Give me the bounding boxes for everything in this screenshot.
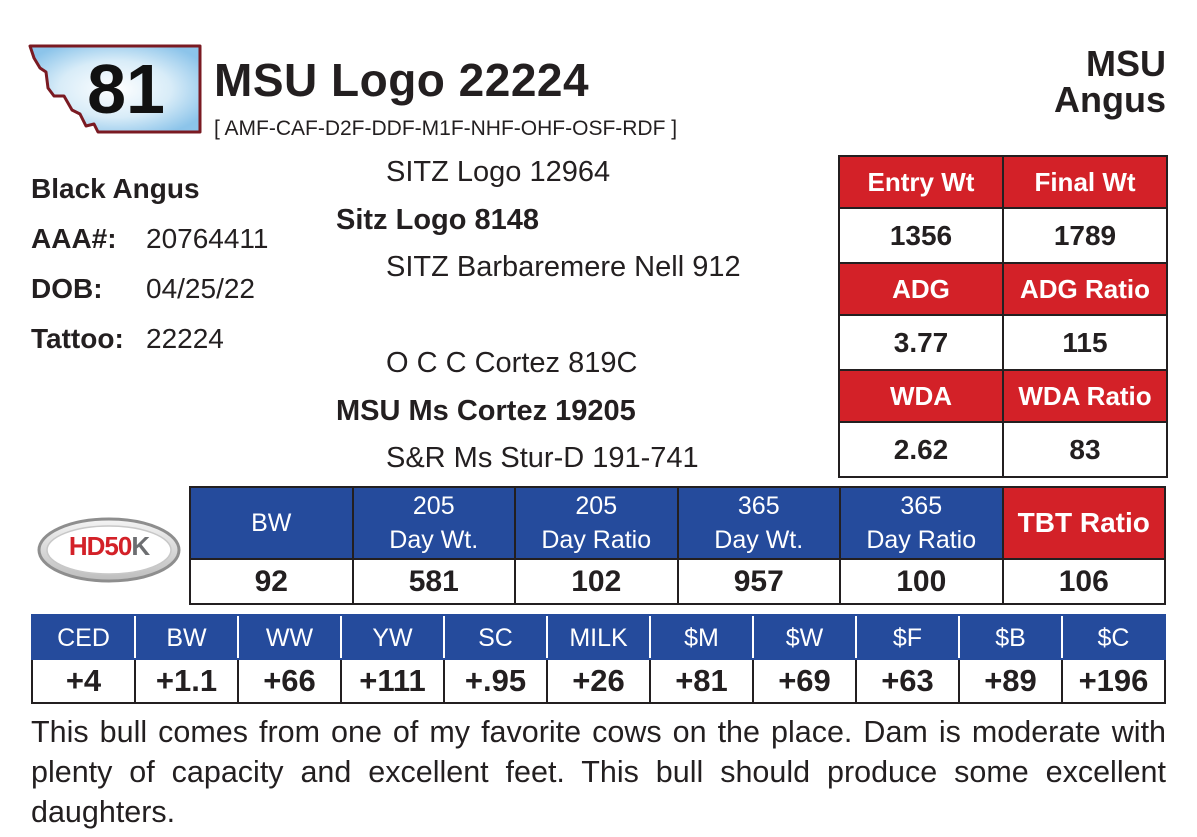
aaa-number: 20764411	[146, 223, 269, 254]
pedigree-dam-sire: O C C Cortez 819C	[386, 347, 638, 379]
final-wt-header: Final Wt	[1002, 155, 1168, 209]
pedigree-sire: Sitz Logo 8148	[336, 204, 540, 236]
adg-header: ADG	[838, 262, 1004, 316]
epd-header-w: $W	[752, 616, 857, 660]
hd50k-wordmark: HD50K	[37, 531, 181, 562]
genetic-codes: [ AMF-CAF-D2F-DDF-M1F-NHF-OHF-OSF-RDF ]	[214, 117, 678, 140]
weights-header-tbt-ratio: TBT Ratio	[1001, 486, 1166, 560]
weights-header-line2: Day Wt.	[714, 526, 804, 554]
hd50k-hd-text: HD	[68, 531, 106, 561]
epd-value-f: +63	[855, 658, 960, 704]
epd-header-bw: BW	[134, 616, 239, 660]
epd-header-milk: MILK	[546, 616, 651, 660]
adg-ratio-value: 115	[1002, 314, 1168, 371]
epd-header-f: $F	[855, 616, 960, 660]
performance-header-row: ADG ADG Ratio	[838, 262, 1168, 316]
hd50k-k-text: K	[131, 531, 150, 561]
epd-header-m: $M	[649, 616, 754, 660]
breed: Black Angus	[31, 173, 200, 204]
epd-value-m: +81	[649, 658, 754, 704]
epd-top-band	[31, 614, 1166, 618]
hd50k-50-text: 50	[104, 531, 132, 561]
epd-header-c: $C	[1061, 616, 1166, 660]
weights-header-365-ratio: 365 Day Ratio	[839, 486, 1004, 560]
wda-header: WDA	[838, 369, 1004, 423]
dob-label: DOB:	[31, 273, 103, 304]
breeder-line-2: Angus	[1054, 79, 1166, 120]
adg-ratio-header: ADG Ratio	[1002, 262, 1168, 316]
performance-header-row: WDA WDA Ratio	[838, 369, 1168, 423]
wda-ratio-value: 83	[1002, 421, 1168, 478]
wda-ratio-header: WDA Ratio	[1002, 369, 1168, 423]
performance-value-row: 1356 1789	[838, 207, 1168, 264]
205-day-wt-value: 581	[351, 558, 516, 605]
pedigree-dam: MSU Ms Cortez 19205	[336, 395, 636, 427]
performance-value-row: 2.62 83	[838, 421, 1168, 478]
epd-value-ww: +66	[237, 658, 342, 704]
performance-header-row: Entry Wt Final Wt	[838, 155, 1168, 209]
205-day-ratio-value: 102	[514, 558, 679, 605]
animal-name: MSU Logo 22224	[214, 54, 590, 106]
aaa-label: AAA#:	[31, 223, 117, 254]
final-wt-value: 1789	[1002, 207, 1168, 264]
epd-value-bw: +1.1	[134, 658, 239, 704]
epd-header-ww: WW	[237, 616, 342, 660]
weights-header-line1: 205	[575, 492, 618, 520]
montana-lot-badge	[28, 44, 202, 134]
weights-header-bw: BW	[189, 486, 354, 560]
epd-value-c: +196	[1061, 658, 1166, 704]
tbt-ratio-value: 106	[1001, 558, 1166, 605]
epd-header-b: $B	[958, 616, 1063, 660]
wda-value: 2.62	[838, 421, 1004, 478]
bw-value: 92	[189, 558, 354, 605]
epd-value-milk: +26	[546, 658, 651, 704]
hd50k-logo	[37, 517, 181, 583]
weights-header-line1: 365	[737, 492, 780, 520]
epd-value-sc: +.95	[443, 658, 548, 704]
epd-table: CED BW WW YW SC MILK $M $W $F $B $C +4 +1.1 +66 +111 +…	[31, 616, 1166, 704]
breeder-name: MSU Angus	[1054, 46, 1166, 118]
weights-header-line1: 205	[412, 492, 455, 520]
tattoo-label: Tattoo:	[31, 323, 124, 354]
weights-header-line1: BW	[251, 509, 292, 537]
epd-value-w: +69	[752, 658, 857, 704]
entry-wt-value: 1356	[838, 207, 1004, 264]
weights-header-line1: 365	[900, 492, 943, 520]
epd-value-ced: +4	[31, 658, 136, 704]
epd-value-b: +89	[958, 658, 1063, 704]
pedigree-sire-sire: SITZ Logo 12964	[386, 156, 611, 188]
pedigree-dam-dam: S&R Ms Stur-D 191-741	[386, 442, 699, 474]
epd-header-yw: YW	[340, 616, 445, 660]
epd-value-row: +4 +1.1 +66 +111 +.95 +26 +81 +69 +63 +89 +196	[31, 658, 1166, 704]
epd-value-yw: +111	[340, 658, 445, 704]
weights-header-row: BW 205 Day Wt. 205 Day Ratio 365 Day Wt. 36…	[189, 486, 1166, 560]
epd-header-row: CED BW WW YW SC MILK $M $W $F $B $C	[31, 616, 1166, 660]
365-day-wt-value: 957	[676, 558, 841, 605]
weights-header-365-wt: 365 Day Wt.	[676, 486, 841, 560]
365-day-ratio-value: 100	[839, 558, 1004, 605]
entry-wt-header: Entry Wt	[838, 155, 1004, 209]
weights-header-205-wt: 205 Day Wt.	[351, 486, 516, 560]
weights-value-row: 92 581 102 957 100 106	[189, 558, 1166, 605]
weights-header-line2: Day Ratio	[541, 526, 652, 554]
adg-value: 3.77	[838, 314, 1004, 371]
lot-number: 81	[87, 50, 165, 128]
epd-header-ced: CED	[31, 616, 136, 660]
breeder-line-1: MSU	[1086, 43, 1166, 84]
weights-header-205-ratio: 205 Day Ratio	[514, 486, 679, 560]
performance-table: Entry Wt Final Wt 1356 1789 ADG ADG Rati…	[838, 155, 1168, 478]
weights-header-line2: Day Ratio	[866, 526, 977, 554]
performance-value-row: 3.77 115	[838, 314, 1168, 371]
tattoo-value: 22224	[146, 323, 224, 354]
epd-header-sc: SC	[443, 616, 548, 660]
weights-table: BW 205 Day Wt. 205 Day Ratio 365 Day Wt. 36…	[189, 486, 1166, 605]
weights-header-line2: Day Wt.	[389, 526, 479, 554]
pedigree-sire-dam: SITZ Barbaremere Nell 912	[386, 251, 741, 283]
comments-text: This bull comes from one of my favorite …	[31, 715, 1166, 829]
dob-value: 04/25/22	[146, 273, 255, 304]
